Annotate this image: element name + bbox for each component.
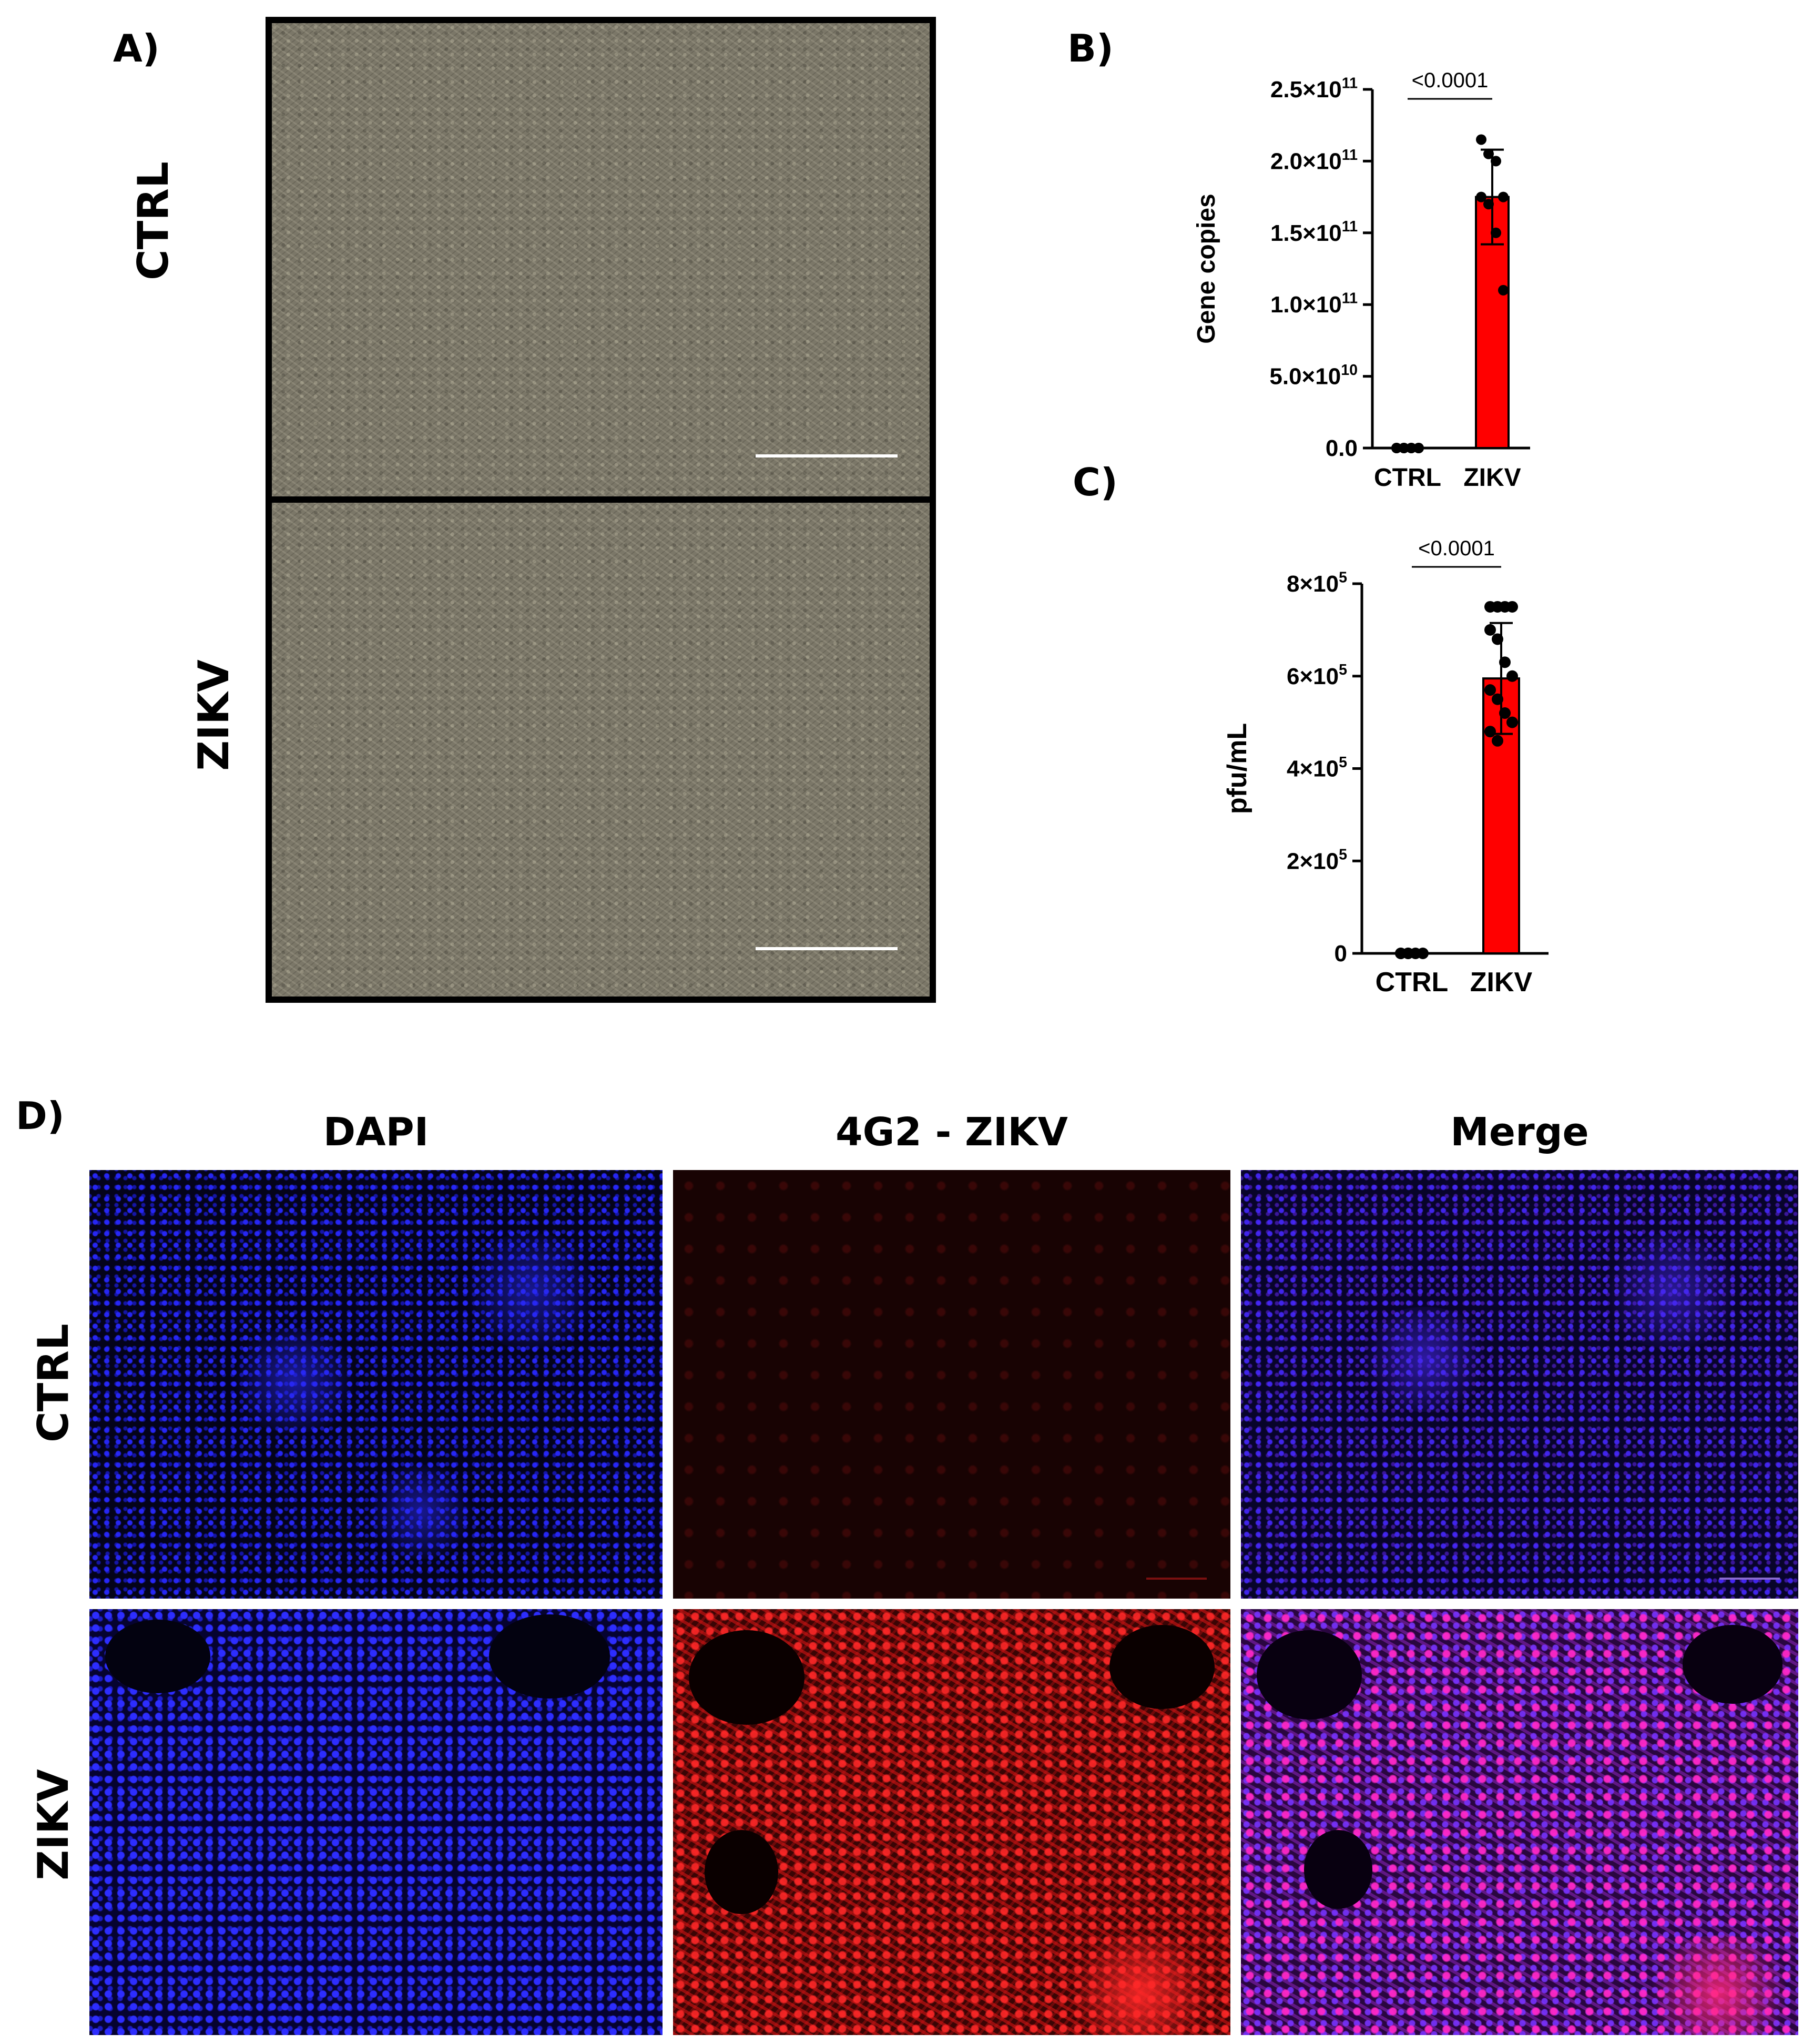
data-point [1499,707,1511,719]
significance-label: <0.0001 [1418,537,1495,560]
data-point [1492,735,1503,747]
y-tick-label: 0.0 [1326,435,1358,461]
data-point [1492,633,1503,645]
scale-bar [756,454,898,457]
zikv-dapi-image [89,1609,663,2035]
data-point [1406,443,1417,453]
panel-b-bar-chart: 0.0 5.0×1010 1.0×1011 1.5×1011 2.0×1011 2.5×1… [1193,69,1530,492]
y-axis-label: pfu/mL [1222,723,1252,814]
y-tick-label: 5.0×1010 [1269,362,1358,390]
y-tick-label: 0 [1335,941,1347,967]
data-point [1484,684,1496,696]
y-tick-label: 2.0×1011 [1270,147,1358,175]
x-tick-label: CTRL [1376,967,1449,998]
panel-a-row-label-ctrl: CTRL [129,161,178,280]
data-point [1476,191,1486,202]
data-point [1484,726,1496,738]
data-point [1483,199,1494,210]
panel-label-b: B) [1067,26,1114,70]
data-point [1506,670,1518,682]
y-tick-label: 2.5×1011 [1270,75,1358,103]
ctrl-dapi-image [89,1170,663,1599]
data-point [1491,227,1501,238]
scale-bar [1146,1578,1207,1580]
panel-d-row-label-ctrl: CTRL [29,1324,78,1442]
y-tick-label: 1.5×1011 [1270,218,1358,246]
data-point [1476,134,1486,145]
y-tick-label: 8×105 [1287,569,1347,597]
panel-a-row-label-zikv: ZIKV [189,659,238,771]
panel-a-micrograph-frame [266,17,936,1003]
data-point [1484,624,1496,636]
divider [272,496,930,503]
data-point [1402,948,1414,959]
panel-label-a: A) [113,26,160,70]
data-point [1483,148,1494,159]
y-tick-label: 1.0×1011 [1270,290,1358,318]
data-point [1417,948,1429,959]
panel-d-column-label-4g2: 4G2 - ZIKV [836,1110,1068,1155]
panel-d-column-label-merge: Merge [1450,1110,1589,1155]
y-tick-label: 2×105 [1287,847,1347,874]
panel-c-bar-chart: 0 2×105 4×105 6×105 8×105 pfu/mL CTRL ZIKV <0.00… [1222,537,1549,998]
data-point [1492,693,1503,705]
zikv-merge-image [1241,1609,1798,2035]
panel-a-ctrl-brightfield-image [272,23,930,496]
panel-a-zikv-brightfield-image [272,503,930,996]
data-point [1391,443,1402,453]
y-tick-label: 4×105 [1287,754,1347,782]
panel-label-d: D) [16,1094,65,1138]
data-point [1413,443,1424,453]
panel-d-column-label-dapi: DAPI [323,1110,429,1155]
scale-bar [1719,1578,1780,1580]
zikv-4g2-zikv-image [673,1609,1230,2035]
scale-bar [756,947,898,950]
data-point [1498,191,1509,202]
panel-d-row-label-zikv: ZIKV [29,1769,78,1880]
x-tick-label: ZIKV [1463,464,1521,492]
data-point [1499,656,1511,668]
data-point [1491,156,1501,167]
data-point [1506,716,1518,728]
y-axis-label: Gene copies [1193,194,1220,343]
data-point [1498,284,1509,296]
ctrl-merge-image [1241,1170,1798,1599]
ctrl-4g2-zikv-image [673,1170,1230,1599]
data-point [1506,601,1518,613]
panel-label-c: C) [1073,460,1118,504]
y-tick-label: 6×105 [1287,662,1347,689]
x-tick-label: ZIKV [1470,967,1533,998]
x-tick-label: CTRL [1374,464,1441,492]
significance-label: <0.0001 [1412,69,1489,92]
data-point [1399,443,1409,453]
